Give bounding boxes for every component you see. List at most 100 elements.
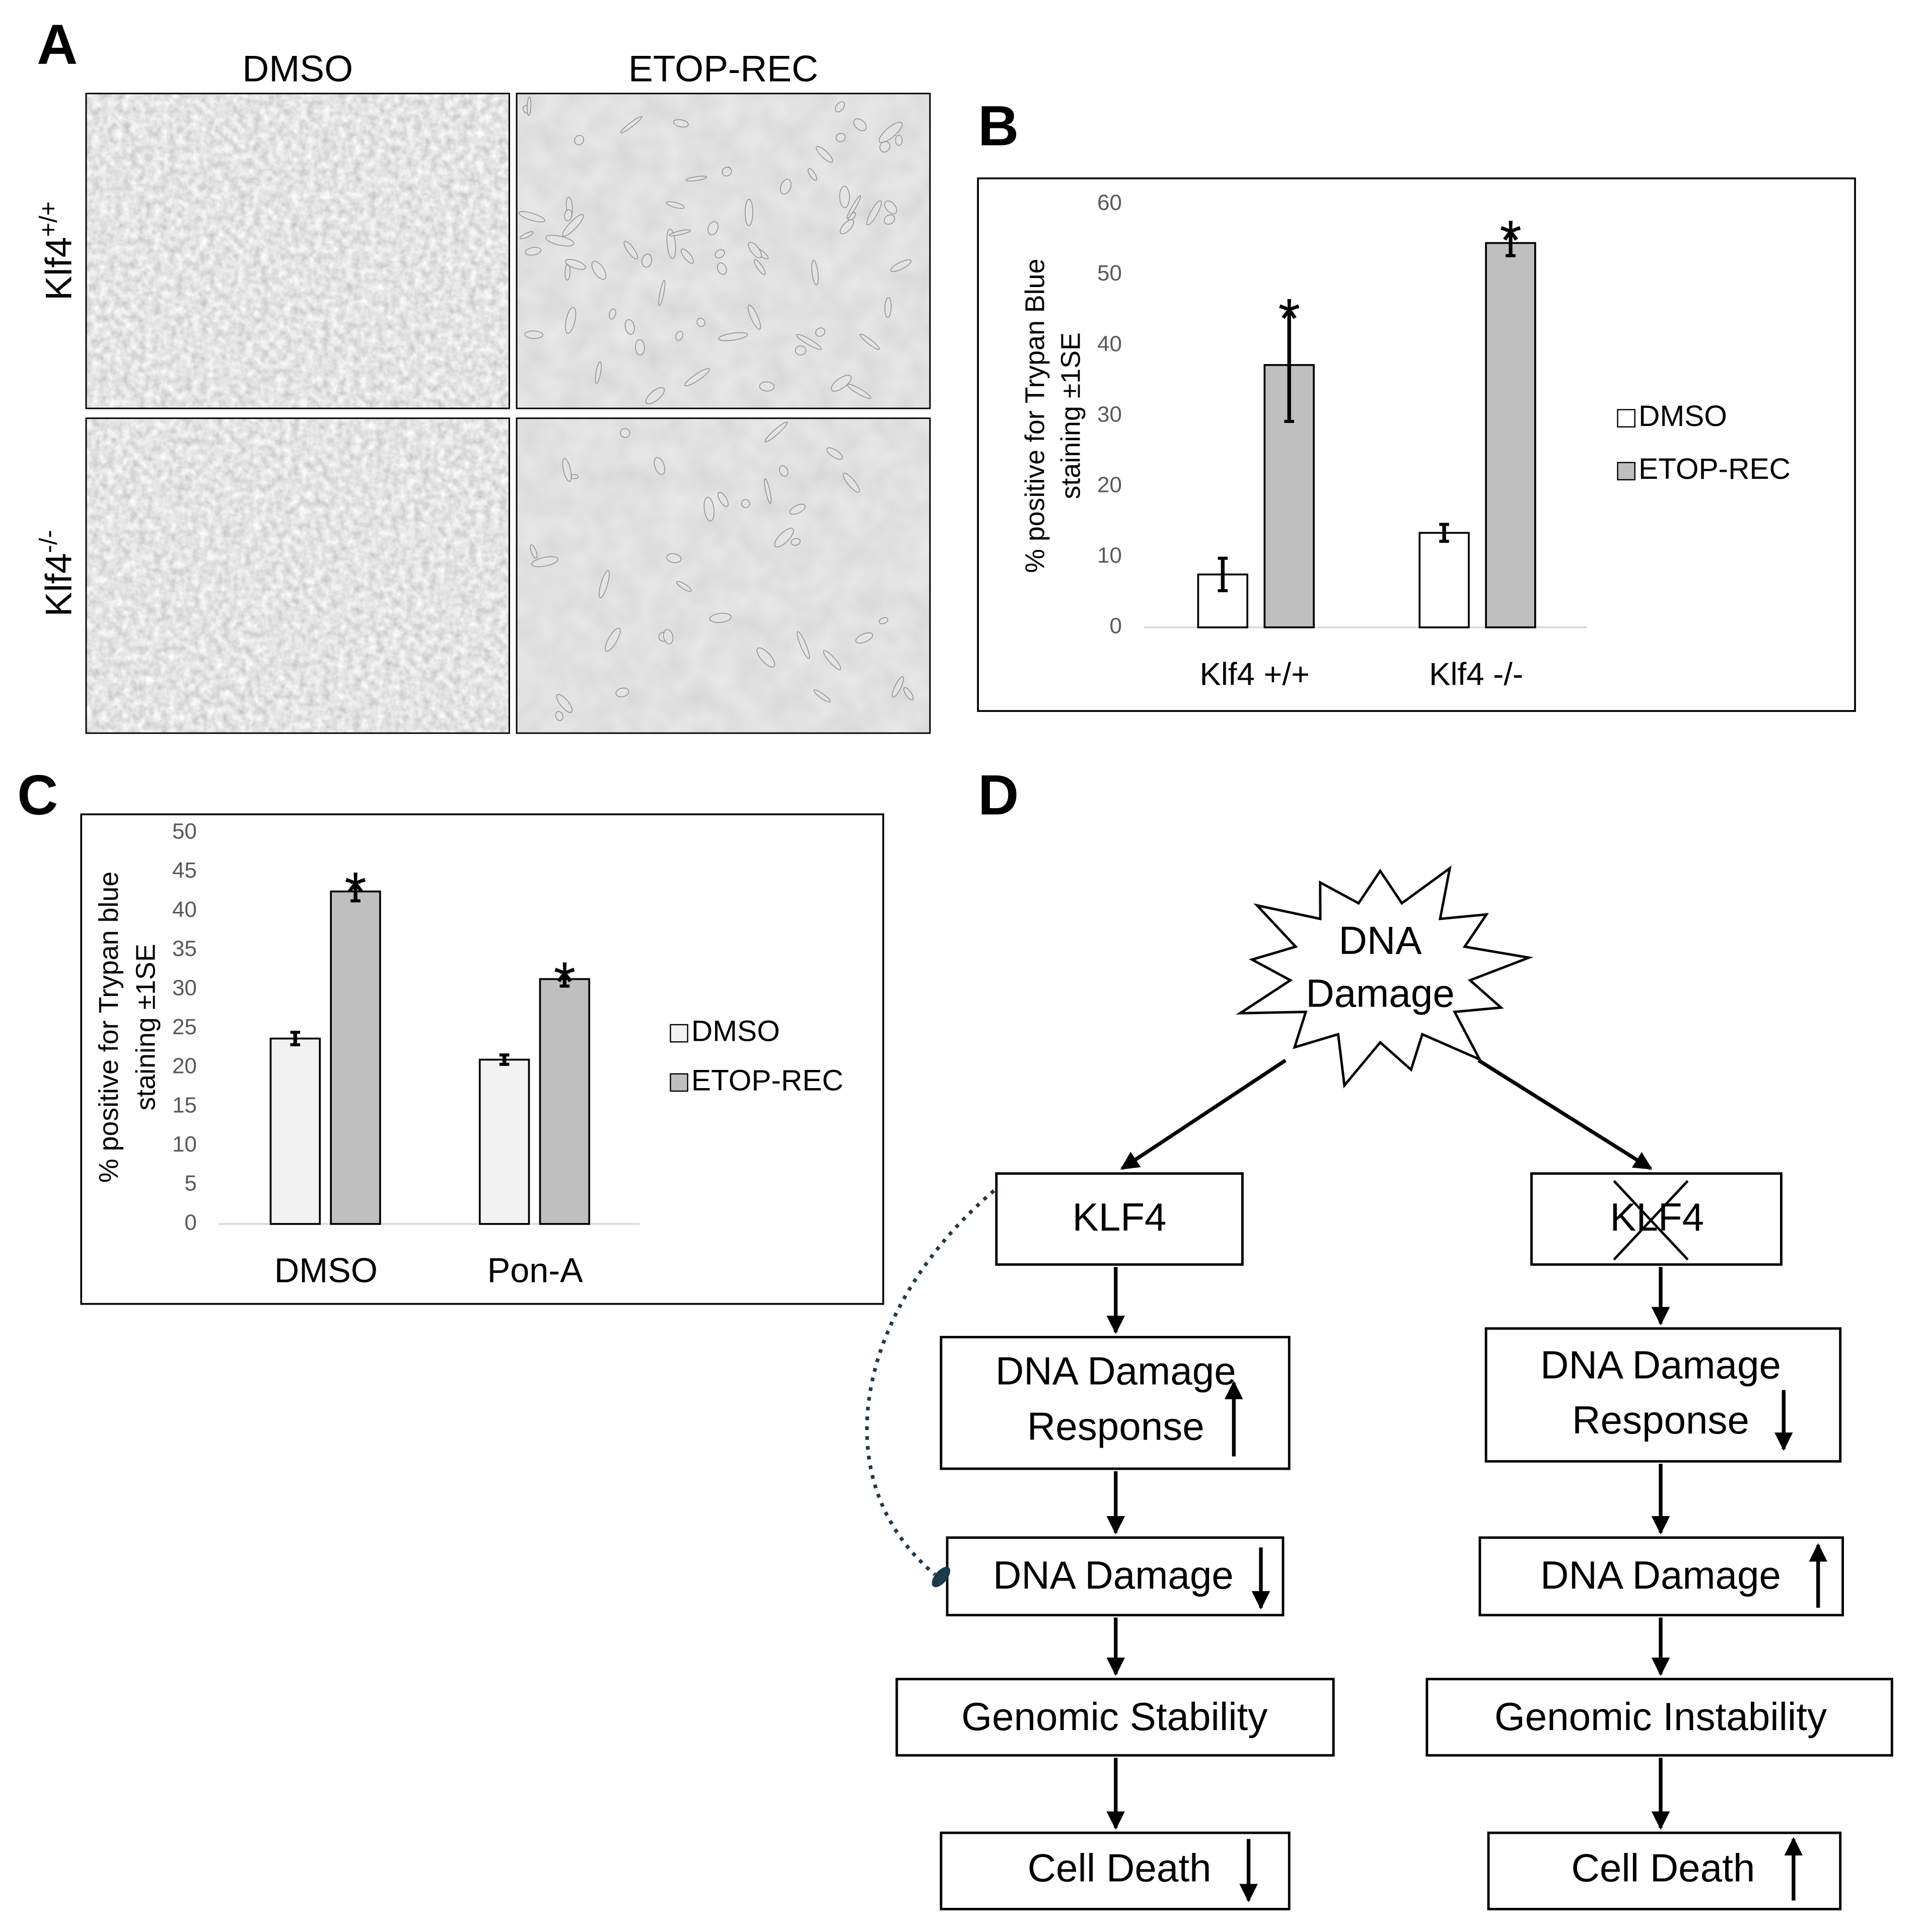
y-axis-label: % positive for Trypan Blue [1020, 259, 1050, 573]
chart: 0 5 10 15 20 25 30 35 40 45 50 % positive for Trypa… [94, 819, 843, 1290]
legend-label: DMSO [1639, 400, 1727, 433]
error-bar [1439, 523, 1449, 543]
y-axis-label: staining ±1SE [1055, 332, 1086, 499]
chart-frame [80, 813, 884, 1305]
node-text: Genomic Stability [961, 1694, 1267, 1739]
cell [835, 101, 845, 113]
cell [892, 676, 904, 698]
legend-label: DMSO [691, 1015, 780, 1048]
cell [744, 198, 753, 227]
error-bar [1284, 307, 1294, 423]
cell [718, 332, 748, 341]
cell [756, 647, 775, 668]
y-tick-label: 5 [184, 1171, 196, 1196]
cell [815, 327, 826, 337]
cell [564, 209, 573, 222]
micrograph [86, 93, 510, 409]
chart-frame [977, 177, 1856, 712]
cell [605, 627, 621, 652]
y-tick-label: 40 [1097, 331, 1122, 356]
cell [811, 260, 819, 285]
y-tick-label: 30 [172, 975, 197, 1000]
row-label-name: Klf4 [38, 553, 80, 616]
significance: * [553, 950, 576, 1014]
cell [846, 383, 872, 399]
cell [530, 544, 538, 559]
cell [879, 121, 903, 144]
cell [816, 146, 833, 163]
cell [715, 249, 725, 259]
legend-swatch [670, 1024, 688, 1043]
cell [518, 211, 545, 223]
node-box [1478, 1536, 1844, 1617]
cell [634, 339, 645, 355]
cell [562, 214, 584, 237]
node-text: Response [1572, 1398, 1749, 1442]
y-tick-label: 20 [1097, 472, 1122, 497]
significance: * [344, 860, 367, 923]
cell [707, 221, 719, 236]
bar [539, 978, 591, 1225]
arrow [1120, 1058, 1287, 1170]
cell [839, 219, 855, 235]
cell [722, 167, 732, 177]
y-axis-label: staining ±1SE [130, 944, 161, 1110]
micrograph-frame [516, 93, 931, 409]
cell [645, 387, 665, 404]
micrograph [86, 418, 510, 734]
micrograph-frame [85, 93, 510, 409]
node-box [995, 1172, 1244, 1266]
cell [591, 260, 607, 280]
cell [595, 361, 602, 384]
cell [774, 528, 794, 548]
cell [842, 472, 860, 493]
node-box [1530, 1172, 1783, 1266]
cell [835, 132, 846, 142]
panel-label: A [37, 13, 78, 76]
cell [797, 631, 810, 660]
y-tick-label: 60 [1097, 190, 1122, 215]
column-label: ETOP-REC [628, 48, 818, 89]
cell [795, 345, 807, 355]
node-text: KLF4 [1610, 1195, 1704, 1239]
row-label-superscript: -/- [35, 530, 62, 553]
micrograph [517, 418, 930, 734]
legend-swatch [1617, 462, 1636, 481]
cell [789, 504, 806, 515]
cell [609, 308, 616, 320]
legend-swatch [670, 1073, 688, 1092]
x-tick-label: Klf4 -/- [1429, 657, 1523, 692]
node-box [940, 1831, 1291, 1910]
cell [823, 650, 841, 671]
cell [615, 687, 629, 697]
node-box [946, 1536, 1285, 1617]
x-tick-label: Pon-A [487, 1252, 583, 1290]
cell [764, 421, 788, 443]
error-bar [1218, 556, 1228, 593]
cell [675, 331, 683, 341]
dotted-link [865, 1189, 996, 1576]
cell [673, 119, 689, 128]
cell [519, 231, 534, 240]
cell [666, 201, 685, 209]
cross [1613, 1180, 1689, 1261]
micrograph-frame [516, 417, 931, 734]
cell [780, 179, 792, 195]
y-tick-label: 45 [172, 858, 197, 883]
cell [839, 185, 850, 208]
node-box [940, 1336, 1291, 1470]
node-text: Genomic Instability [1495, 1694, 1827, 1739]
cell [574, 134, 584, 146]
cell [884, 297, 892, 318]
cell [564, 263, 571, 281]
cell [556, 694, 573, 713]
node-text: KLF4 [1073, 1195, 1167, 1239]
row-label-superscript: +/+ [35, 201, 62, 237]
significance: * [1500, 208, 1522, 272]
cell [527, 96, 532, 116]
cell [666, 553, 682, 563]
node-text: DNA [1338, 918, 1422, 962]
y-tick-label: 10 [1097, 543, 1122, 568]
panel-label: C [17, 763, 58, 826]
x-tick-label: Klf4 +/+ [1199, 657, 1310, 692]
